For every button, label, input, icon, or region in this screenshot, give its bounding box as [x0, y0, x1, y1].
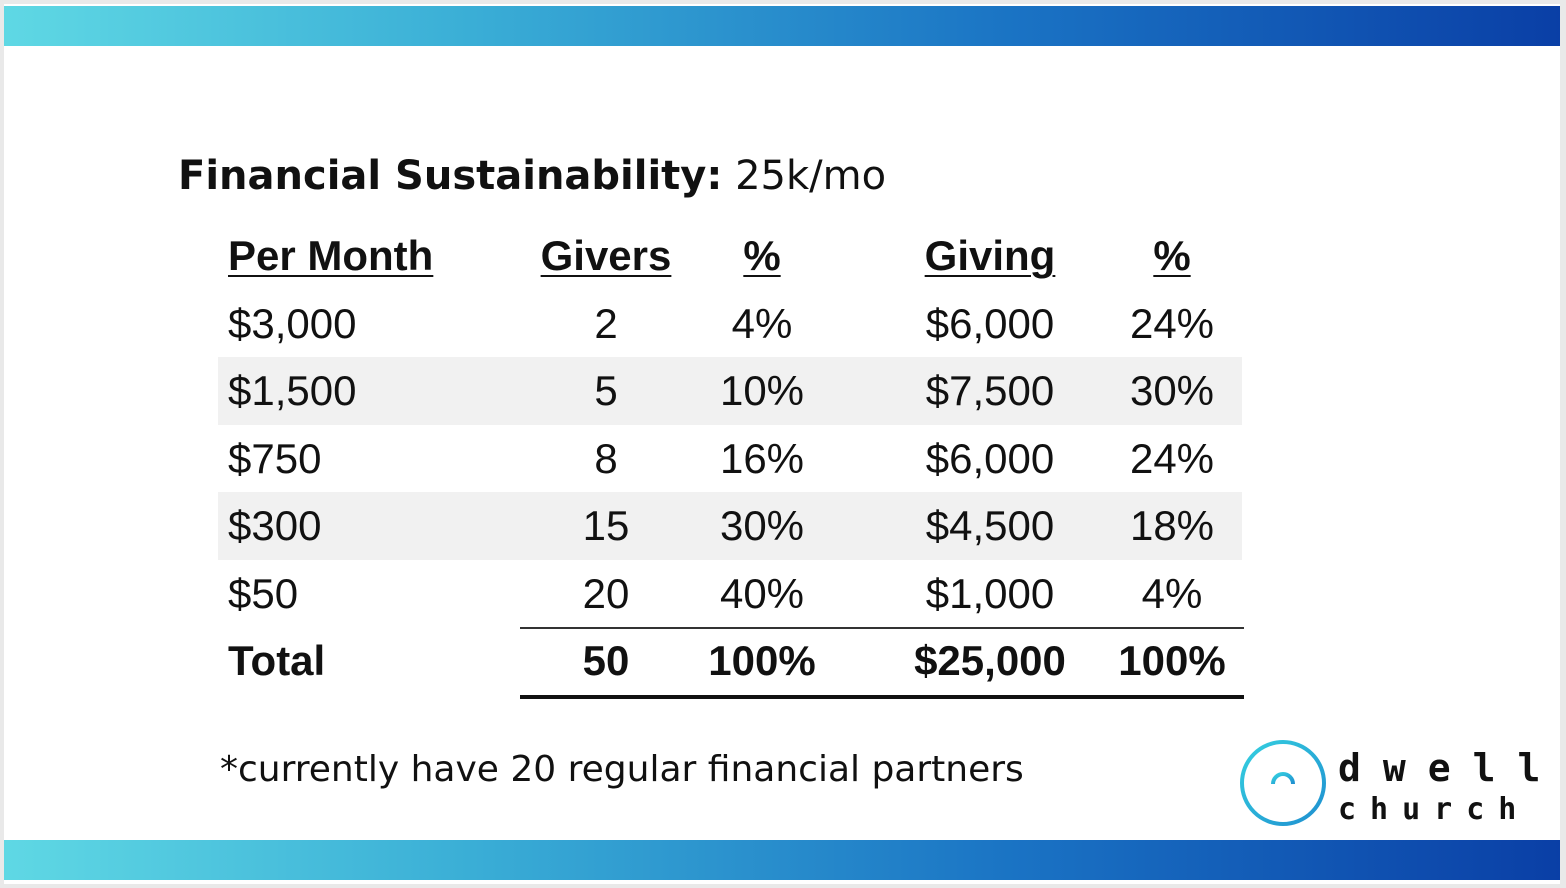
- header-givers-percent: %: [743, 232, 781, 279]
- cell-giving-percent: 24%: [1129, 434, 1215, 482]
- header-givers: Givers: [540, 232, 672, 279]
- dwell-church-logo: dwell church: [1238, 738, 1540, 828]
- cell-givers-percent: 30%: [719, 502, 805, 549]
- cell-givers: 2: [594, 299, 618, 347]
- cell-givers: 5: [594, 367, 618, 414]
- slide-title: Financial Sustainability: 25k/mo: [178, 148, 886, 204]
- giving-table: Per Month Givers % Giving % $3,000 2 4% …: [218, 222, 1244, 699]
- cell-per-month: $3,000: [228, 299, 357, 347]
- header-per-month: Per Month: [228, 232, 434, 279]
- cell-givers-percent: 16%: [719, 434, 805, 482]
- slide: Financial Sustainability: 25k/mo Per Mon…: [4, 4, 1560, 884]
- cell-givers-percent: 4%: [731, 299, 793, 347]
- table-header-row: Per Month Givers % Giving %: [218, 222, 1242, 290]
- table-row: $1,500 5 10% $7,500 30%: [218, 357, 1242, 425]
- cell-givers-percent: 10%: [719, 367, 805, 414]
- cell-giving-percent: 4%: [1141, 569, 1203, 617]
- bottom-gradient-band: [4, 840, 1560, 880]
- cell-per-month: $750: [228, 434, 322, 482]
- cell-giving: $6,000: [925, 434, 1055, 482]
- total-label: Total: [228, 637, 326, 684]
- cell-giving: $7,500: [925, 367, 1055, 414]
- logo-wordmark-church: church: [1338, 792, 1531, 827]
- cell-givers: 20: [582, 569, 630, 617]
- header-giving-percent: %: [1153, 232, 1191, 279]
- table-total-row: Total 50 100% $25,000 100%: [218, 627, 1244, 699]
- table-row: $750 8 16% $6,000 24%: [218, 425, 1242, 493]
- cell-per-month: $1,500: [228, 367, 357, 414]
- total-giving-percent: 100%: [1118, 637, 1226, 684]
- table-row: $50 20 40% $1,000 4%: [218, 560, 1242, 628]
- cell-givers-percent: 40%: [719, 569, 805, 617]
- total-top-rule: [520, 627, 1244, 629]
- sunrise-over-water-icon: [1240, 740, 1326, 826]
- cell-giving-percent: 30%: [1129, 367, 1215, 414]
- footnote: *currently have 20 regular financial par…: [220, 749, 1024, 790]
- total-bottom-rule: [520, 695, 1244, 699]
- total-givers-percent: 100%: [708, 637, 816, 684]
- table-row: $3,000 2 4% $6,000 24%: [218, 290, 1242, 358]
- cell-giving: $6,000: [925, 299, 1055, 347]
- cell-giving-percent: 24%: [1129, 299, 1215, 347]
- cell-givers: 15: [582, 502, 630, 549]
- title-lead: Financial Sustainability:: [178, 153, 723, 199]
- table-row: $300 15 30% $4,500 18%: [218, 492, 1242, 560]
- top-gradient-band: [4, 6, 1560, 46]
- cell-givers: 8: [594, 434, 618, 482]
- cell-giving-percent: 18%: [1129, 502, 1215, 549]
- logo-wordmark-dwell: dwell: [1338, 746, 1560, 790]
- cell-per-month: $300: [228, 502, 322, 549]
- total-giving: $25,000: [914, 637, 1066, 684]
- title-rest: 25k/mo: [722, 153, 887, 199]
- total-givers: 50: [582, 637, 630, 684]
- cell-giving: $4,500: [925, 502, 1055, 549]
- cell-giving: $1,000: [925, 569, 1055, 617]
- header-giving: Giving: [924, 232, 1056, 279]
- cell-per-month: $50: [228, 569, 299, 617]
